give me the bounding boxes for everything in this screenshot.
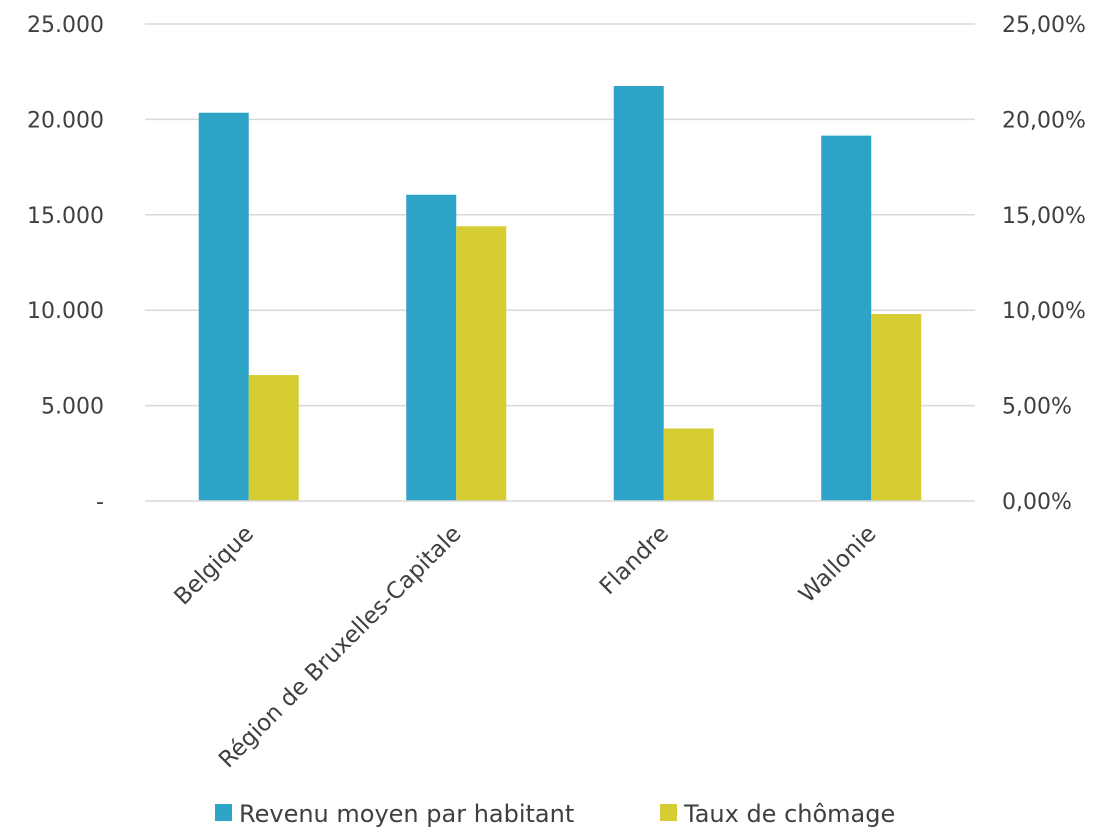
right-tick-label: 10,00% [1002,299,1086,324]
right-tick-label: 5,00% [1002,395,1072,420]
category-label: Région de Bruxelles-Capitale [214,521,466,773]
left-tick-label: 15.000 [27,204,104,229]
bar-chomage-3 [871,314,922,501]
right-tick-label: 0,00% [1002,490,1072,515]
left-tick-label: - [96,490,104,515]
left-y-axis: - 5.000 10.000 15.000 20.000 25.000 [27,13,104,515]
left-tick-label: 5.000 [41,395,104,420]
left-tick-label: 20.000 [27,108,104,133]
bar-revenu-1 [406,194,457,502]
category-label: Flandre [595,521,674,600]
left-tick-label: 25.000 [27,13,104,38]
bar-chomage-1 [456,226,507,502]
legend: Revenu moyen par habitant Taux de chômage [215,800,895,828]
right-tick-label: 20,00% [1002,108,1086,133]
category-label: Belgique [169,521,259,611]
bar-chomage-2 [663,428,714,501]
right-y-axis: 0,00% 5,00% 10,00% 15,00% 20,00% 25,00% [1002,13,1086,515]
legend-label: Taux de chômage [683,800,895,828]
legend-label: Revenu moyen par habitant [239,800,574,828]
bar-chomage-0 [248,375,299,501]
bar-revenu-2 [613,86,664,501]
legend-swatch [215,804,232,821]
legend-swatch [660,804,677,821]
bar-revenu-3 [821,135,872,502]
bar-revenu-0 [198,112,249,502]
bars [198,86,922,502]
right-tick-label: 15,00% [1002,204,1086,229]
right-tick-label: 25,00% [1002,13,1086,38]
category-label: Wallonie [794,521,881,608]
left-tick-label: 10.000 [27,299,104,324]
